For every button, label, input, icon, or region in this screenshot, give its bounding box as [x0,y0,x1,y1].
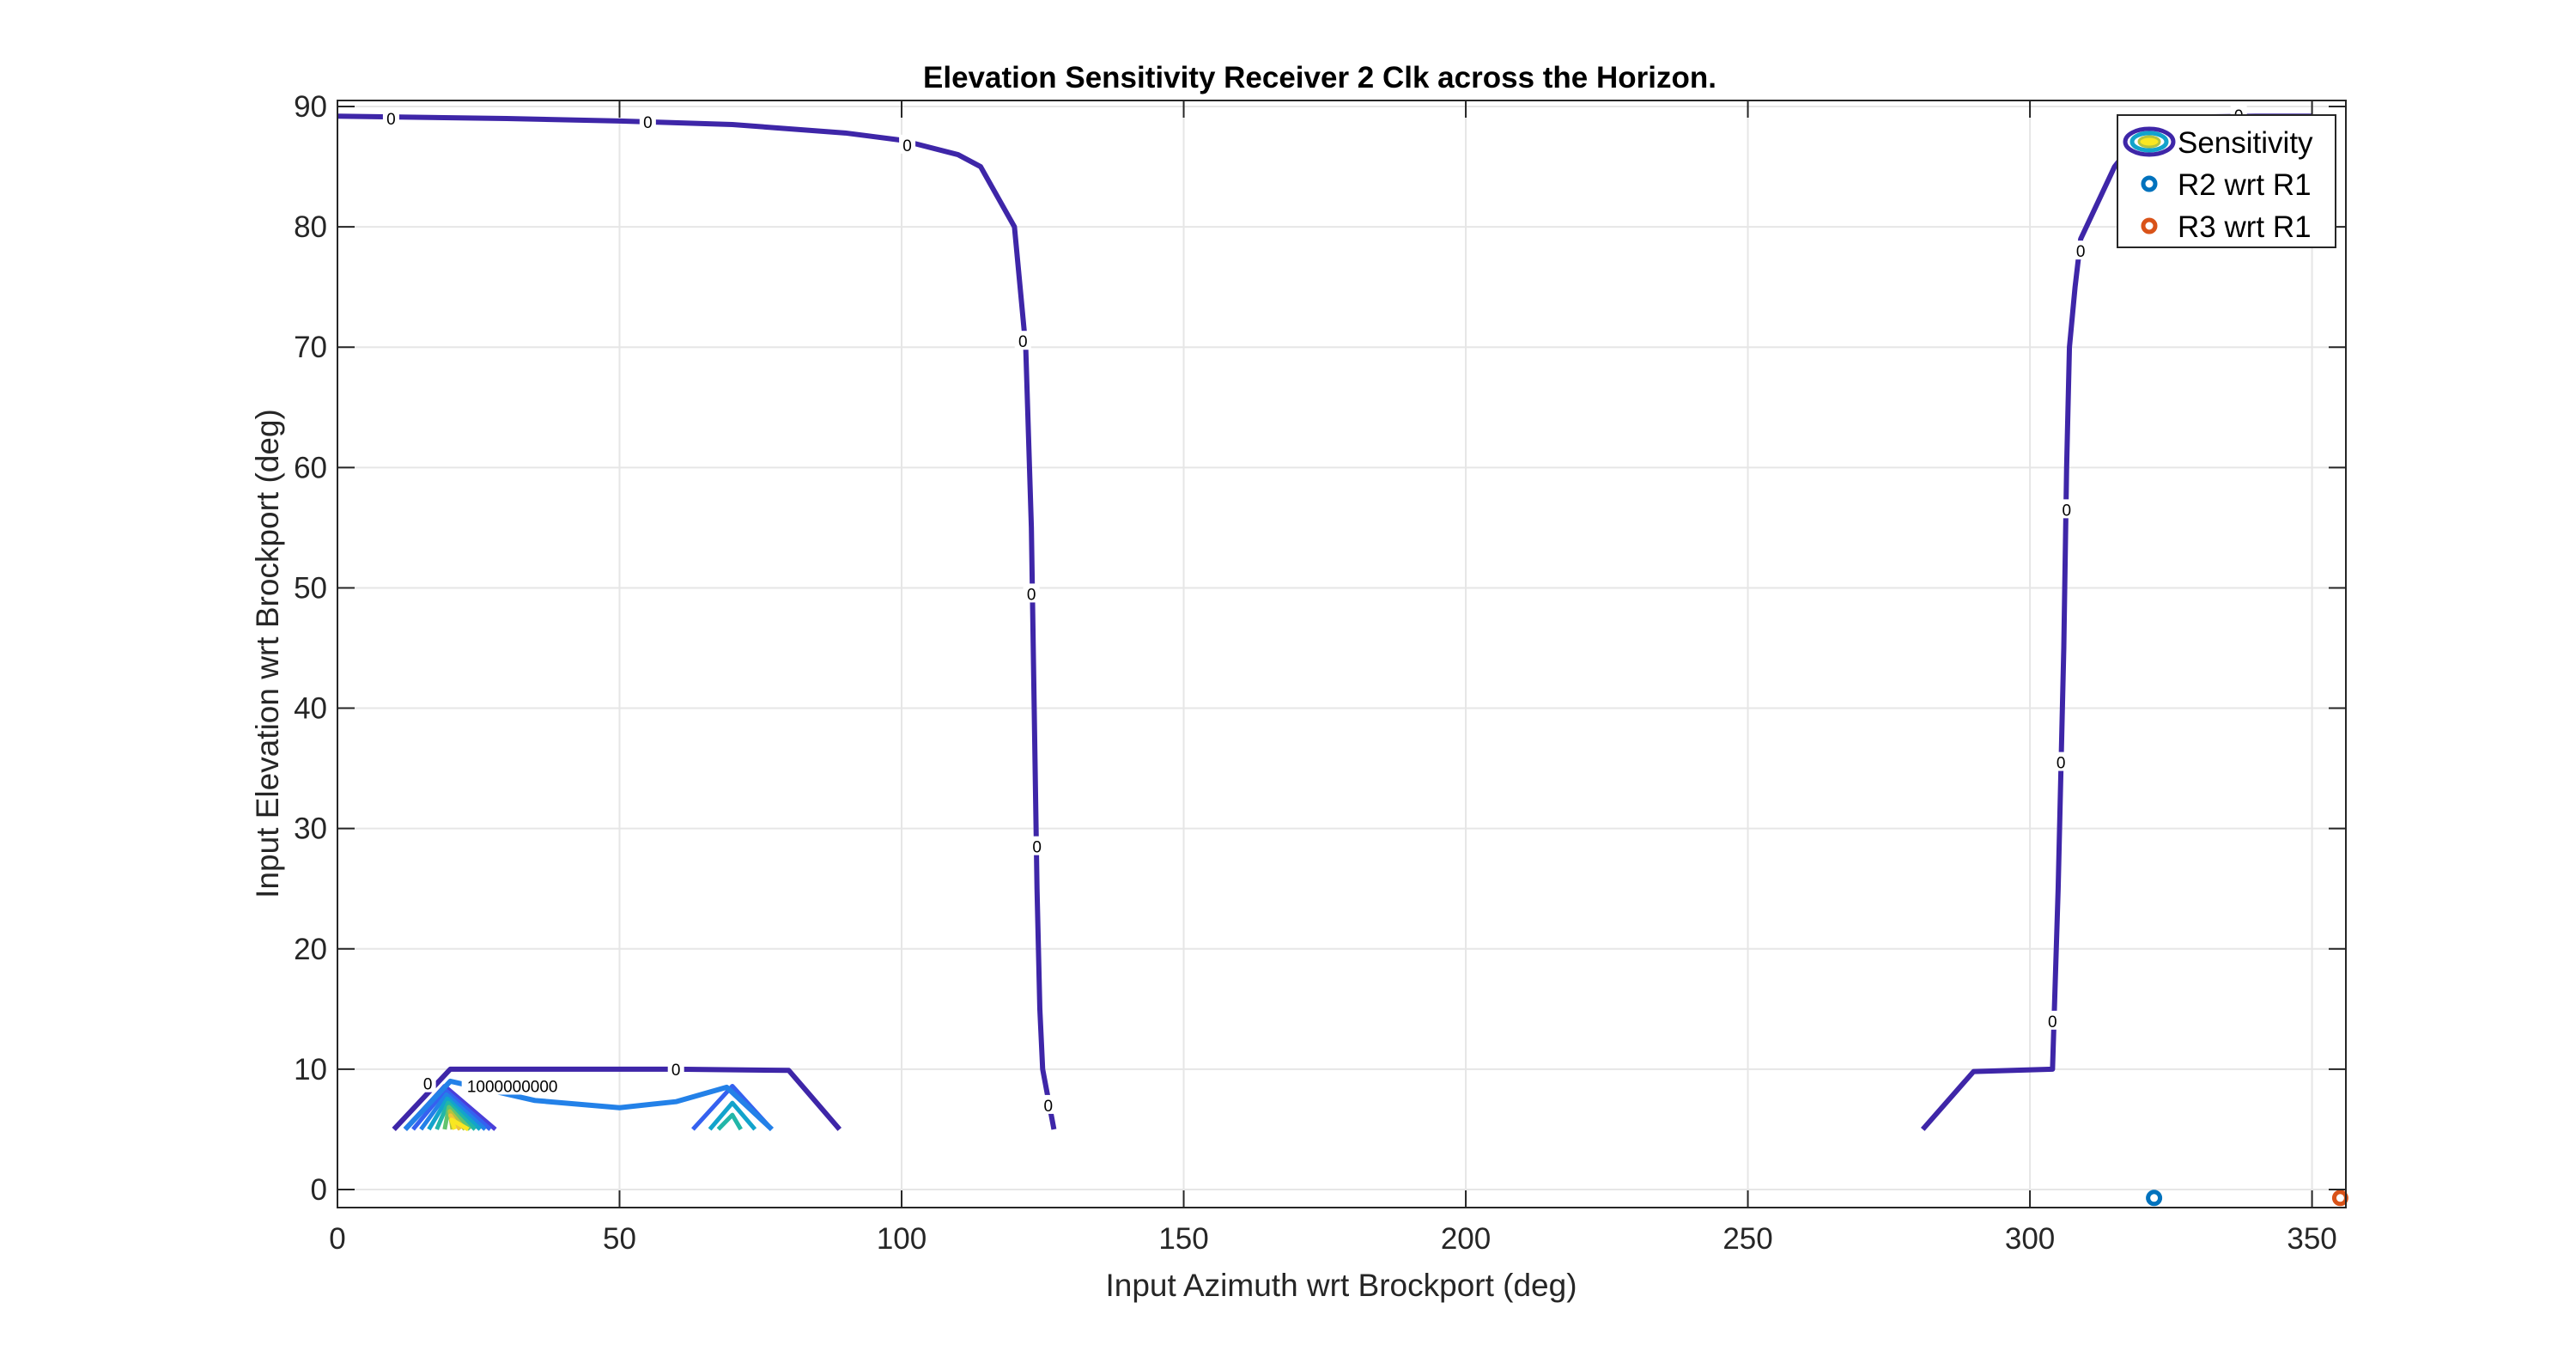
chart-title: Elevation Sensitivity Receiver 2 Clk acr… [923,61,1716,94]
x-tick-label: 250 [1722,1222,1772,1256]
contour-label: 1000000000 [467,1078,558,1096]
legend-sensitivity-icon [2123,126,2176,157]
contour-label-background [899,134,916,154]
contour-label-background [667,1058,684,1078]
contour-label: 0 [1018,333,1028,351]
y-axis-label: Input Elevation wrt Brockport (deg) [250,409,285,898]
contour-label: 0 [386,111,396,129]
contour-line [337,113,1057,1130]
contour-label: 0 [2057,755,2066,773]
legend-r3-marker [2141,217,2158,234]
y-tick-label: 50 [294,571,327,605]
contour-label: 0 [671,1062,681,1080]
sensitivity-contour-level-line [419,1092,487,1131]
contour-label: 0 [1032,839,1042,857]
legend-contour-ring-outer [2123,126,2176,157]
contour-label-background [2052,752,2069,771]
contour-label-background [2072,240,2089,260]
contour-label-background [382,108,399,128]
plot-area [337,100,2346,1208]
contour-label: 0 [1027,586,1036,604]
contour-label-background [419,1073,436,1092]
x-tick-label: 100 [877,1222,927,1256]
contour-label-background [1040,1094,1057,1114]
legend-contour-ring-inner [2137,135,2161,149]
axis-ticks: 0 50 100 150 200 250 300 350 0 10 20 30 40 50 60 70 80 90 [294,90,2346,1256]
y-tick-label: 10 [294,1053,327,1086]
plot-frame [337,100,2347,1208]
x-tick-label: 350 [2287,1222,2336,1256]
contour-label: 0 [2048,1013,2057,1032]
sensitivity-contour-level-line [442,1105,472,1131]
contour-label: 0 [2076,243,2086,261]
legend-label-r2: R2 wrt R1 [2178,168,2312,202]
legend: Sensitivity R2 wrt R1 R3 wrt R1 [2117,114,2336,248]
sensitivity-contour-level-line [449,1117,470,1132]
x-axis-label: Input Azimuth wrt Brockport (deg) [1105,1268,1577,1303]
sensitivity-contour-level-line [411,1087,492,1131]
contour-label-background [1029,836,1046,855]
x-tick-label: 50 [603,1222,636,1256]
contour-label-background [639,112,656,131]
contour-labels: 000000000000001000000000 [382,104,2247,1116]
contour-label: 0 [643,114,653,132]
x-tick-label: 200 [1441,1222,1491,1256]
x-tick-label: 300 [2005,1222,2055,1256]
contour-label-background [1014,331,1031,350]
contour-label: 0 [902,137,912,155]
contour-label-background [1023,583,1040,603]
legend-contour-ring-middle [2129,131,2169,153]
y-tick-label: 80 [294,210,327,244]
legend-label-r3: R3 wrt R1 [2178,210,2312,244]
contour-line [392,1066,842,1131]
contour-label: 0 [423,1076,433,1094]
contour-label: 0 [1044,1098,1054,1116]
sensitivity-contour-level-line [708,1100,757,1131]
contour-label-background [2044,1010,2061,1030]
legend-r2-marker [2141,175,2158,192]
contour-line [403,1078,774,1132]
y-tick-label: 30 [294,812,327,846]
legend-label-sensitivity: Sensitivity [2178,126,2313,160]
y-tick-label: 20 [294,933,327,966]
x-tick-label: 0 [329,1222,345,1256]
y-tick-label: 70 [294,331,327,364]
contour-label: 0 [2062,502,2071,520]
contour-label-background [2058,499,2075,519]
contour-label-background [461,1075,563,1095]
x-tick-label: 150 [1158,1222,1208,1256]
sensitivity-contour-level-line [427,1096,482,1131]
data-point [2146,1190,2163,1207]
sensitivity-contour-level-line [434,1100,477,1131]
y-tick-label: 0 [311,1173,327,1207]
y-tick-label: 60 [294,451,327,484]
y-tick-label: 90 [294,90,327,124]
sensitivity-contour-level-line [716,1112,743,1131]
y-tick-label: 40 [294,692,327,726]
